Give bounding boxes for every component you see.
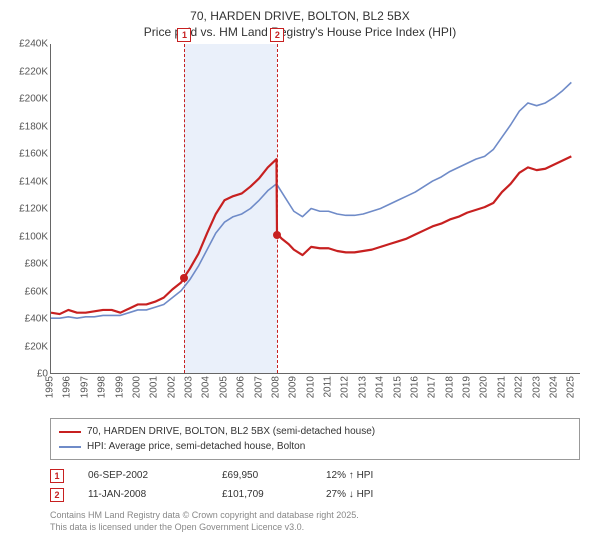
x-tick-label: 2001 — [149, 376, 160, 398]
y-tick-label: £160K — [19, 149, 48, 160]
x-tick-label: 2025 — [566, 376, 577, 398]
x-tick-label: 2008 — [270, 376, 281, 398]
x-tick-label: 2009 — [288, 376, 299, 398]
footer: Contains HM Land Registry data © Crown c… — [50, 510, 590, 533]
sale-price: £69,950 — [222, 466, 302, 485]
chart-container: 70, HARDEN DRIVE, BOLTON, BL2 5BX Price … — [0, 0, 600, 560]
sales-table: 1 06-SEP-2002 £69,950 12% ↑ HPI 2 11-JAN-2008… — [50, 466, 580, 504]
legend-item: 70, HARDEN DRIVE, BOLTON, BL2 5BX (semi-… — [59, 424, 571, 439]
sale-delta: 27% ↓ HPI — [326, 485, 436, 504]
title-line-1: 70, HARDEN DRIVE, BOLTON, BL2 5BX — [10, 8, 590, 24]
y-tick-label: £200K — [19, 94, 48, 105]
sale-row-marker: 2 — [50, 488, 64, 502]
y-tick-label: £140K — [19, 176, 48, 187]
y-tick-label: £80K — [25, 259, 48, 270]
y-tick-label: £220K — [19, 66, 48, 77]
property_line — [51, 157, 571, 315]
y-tick-label: £100K — [19, 231, 48, 242]
x-tick-label: 1997 — [79, 376, 90, 398]
x-tick-label: 2006 — [236, 376, 247, 398]
x-tick-label: 2007 — [253, 376, 264, 398]
x-tick-label: 2019 — [462, 376, 473, 398]
y-tick-label: £60K — [25, 286, 48, 297]
hpi_line — [51, 83, 571, 319]
sale-marker-box: 2 — [270, 28, 284, 42]
sale-dot — [180, 274, 188, 282]
x-tick-label: 1998 — [97, 376, 108, 398]
x-tick-label: 2014 — [375, 376, 386, 398]
legend-label: HPI: Average price, semi-detached house,… — [87, 439, 305, 454]
chart-area: £0£20K£40K£60K£80K£100K£120K£140K£160K£1… — [10, 44, 590, 414]
x-axis: 1995199619971998199920002001200220032004… — [50, 376, 580, 414]
footer-line-2: This data is licensed under the Open Gov… — [50, 522, 590, 534]
x-tick-label: 2024 — [548, 376, 559, 398]
x-tick-label: 2023 — [531, 376, 542, 398]
x-tick-label: 1999 — [114, 376, 125, 398]
x-tick-label: 2017 — [427, 376, 438, 398]
y-tick-label: £240K — [19, 39, 48, 50]
y-tick-label: £180K — [19, 121, 48, 132]
plot-area: 12 — [50, 44, 580, 374]
sale-date: 11-JAN-2008 — [88, 485, 198, 504]
title-line-2: Price paid vs. HM Land Registry's House … — [10, 24, 590, 40]
y-tick-label: £20K — [25, 341, 48, 352]
sale-row-marker: 1 — [50, 469, 64, 483]
footer-line-1: Contains HM Land Registry data © Crown c… — [50, 510, 590, 522]
sale-dot — [273, 231, 281, 239]
y-tick-label: £40K — [25, 314, 48, 325]
legend: 70, HARDEN DRIVE, BOLTON, BL2 5BX (semi-… — [50, 418, 580, 460]
x-tick-label: 2004 — [201, 376, 212, 398]
x-tick-label: 2005 — [218, 376, 229, 398]
x-tick-label: 2010 — [305, 376, 316, 398]
sale-marker-box: 1 — [177, 28, 191, 42]
x-tick-label: 2021 — [496, 376, 507, 398]
x-tick-label: 2022 — [514, 376, 525, 398]
x-tick-label: 2015 — [392, 376, 403, 398]
x-tick-label: 2018 — [444, 376, 455, 398]
sale-row: 2 11-JAN-2008 £101,709 27% ↓ HPI — [50, 485, 580, 504]
x-tick-label: 1996 — [62, 376, 73, 398]
x-tick-label: 2016 — [409, 376, 420, 398]
legend-label: 70, HARDEN DRIVE, BOLTON, BL2 5BX (semi-… — [87, 424, 375, 439]
x-tick-label: 1995 — [45, 376, 56, 398]
legend-swatch — [59, 431, 81, 433]
sale-price: £101,709 — [222, 485, 302, 504]
legend-swatch — [59, 446, 81, 448]
sale-row: 1 06-SEP-2002 £69,950 12% ↑ HPI — [50, 466, 580, 485]
x-tick-label: 2002 — [166, 376, 177, 398]
x-tick-label: 2012 — [340, 376, 351, 398]
x-tick-label: 2000 — [131, 376, 142, 398]
x-tick-label: 2011 — [323, 376, 334, 398]
title-block: 70, HARDEN DRIVE, BOLTON, BL2 5BX Price … — [10, 8, 590, 40]
y-tick-label: £120K — [19, 204, 48, 215]
x-tick-label: 2013 — [357, 376, 368, 398]
legend-item: HPI: Average price, semi-detached house,… — [59, 439, 571, 454]
series-svg — [51, 44, 580, 373]
sale-delta: 12% ↑ HPI — [326, 466, 436, 485]
x-tick-label: 2020 — [479, 376, 490, 398]
sale-date: 06-SEP-2002 — [88, 466, 198, 485]
y-axis: £0£20K£40K£60K£80K£100K£120K£140K£160K£1… — [10, 44, 50, 374]
x-tick-label: 2003 — [184, 376, 195, 398]
